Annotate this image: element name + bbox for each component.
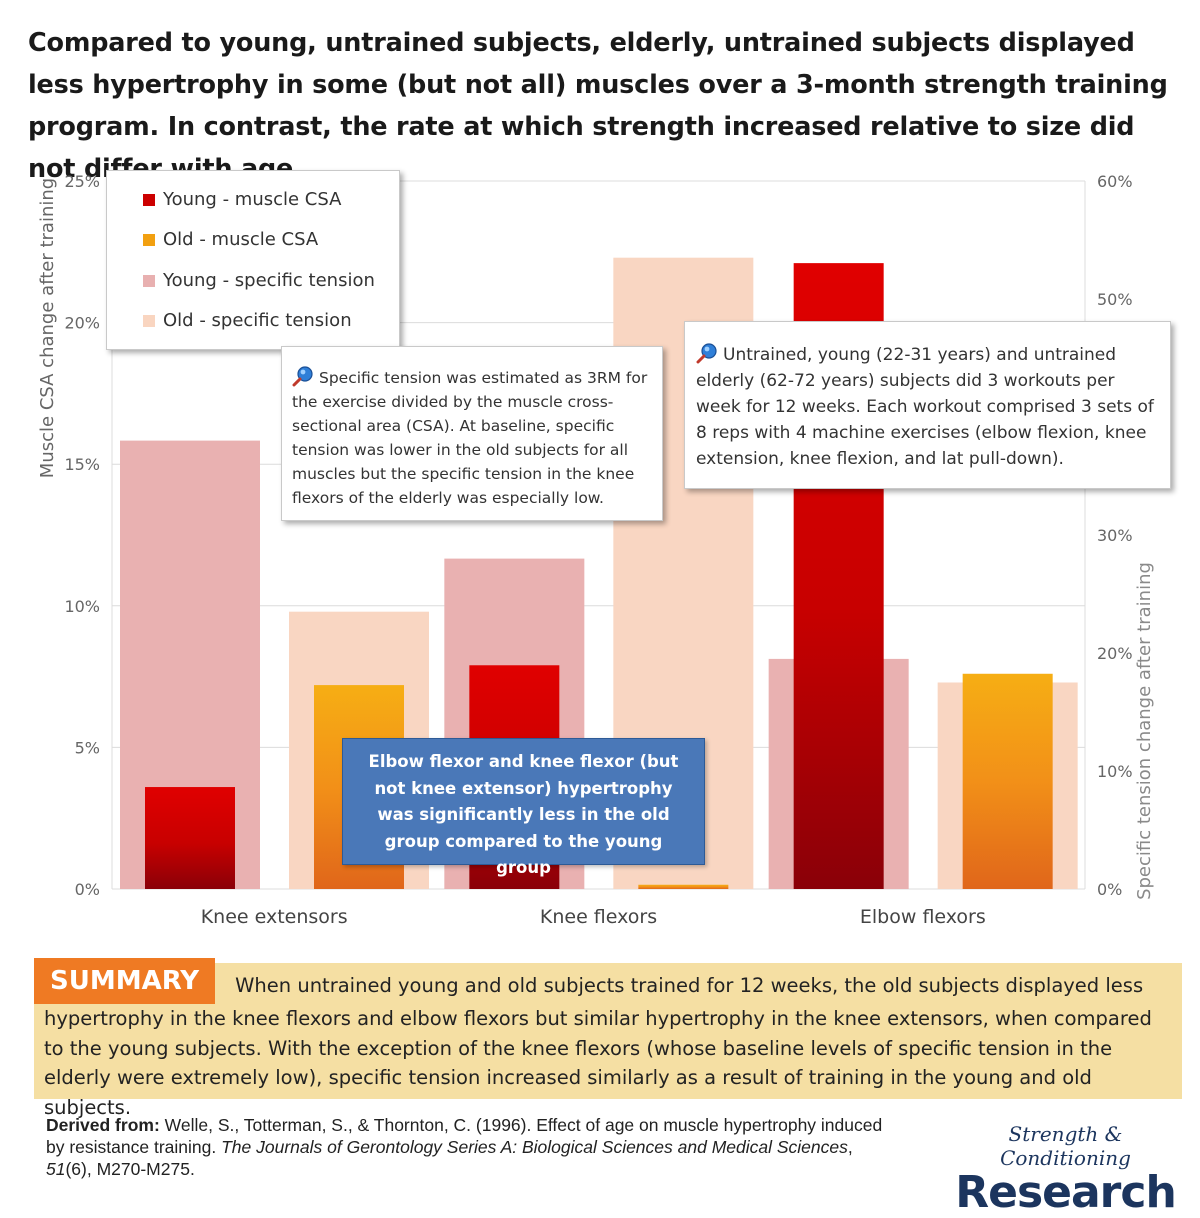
specific-tension-callout: Specific tension was estimated as 3RM fo… [281, 346, 663, 521]
logo-line1: Strength & Conditioning [1000, 1122, 1131, 1170]
legend-swatch [143, 193, 155, 206]
magnifier-icon [696, 343, 717, 364]
right-tick-label: 0% [1097, 880, 1122, 899]
summary-box: SUMMARY When untrained young and old subj… [34, 958, 1182, 1119]
legend-swatch [143, 233, 155, 246]
left-tick-label: 10% [64, 597, 100, 616]
citation-authors: Welle, S., Totterman, S., & Thornton, C.… [46, 1115, 883, 1157]
summary-text: When untrained young and old subjects tr… [44, 974, 1152, 1119]
legend-item-young-tension: Young - specific tension [143, 270, 375, 291]
axes: Knee extensors Knee flexors Elbow flexors 0… [37, 172, 1155, 928]
right-tick-label: 20% [1097, 644, 1133, 663]
hypertrophy-highlight-box: Elbow flexor and knee flexor (but not kn… [342, 738, 705, 877]
left-tick-label: 15% [64, 455, 100, 474]
left-tick-label: 20% [64, 314, 100, 333]
magnifier-icon [292, 366, 313, 387]
logo-line2: Research [955, 1167, 1177, 1218]
legend-label: Young - muscle CSA [163, 189, 342, 210]
methods-text: Untrained, young (22-31 years) and untra… [696, 345, 1154, 469]
bar-young-muscle-csa [145, 787, 235, 889]
methods-callout: Untrained, young (22-31 years) and untra… [684, 321, 1171, 489]
left-tick-label: 0% [75, 880, 100, 899]
left-axis-title: Muscle CSA change after training [37, 178, 58, 478]
legend-item-young-csa: Young - muscle CSA [143, 189, 341, 210]
x-tick-label: Knee flexors [540, 906, 657, 928]
legend-label: Old - muscle CSA [163, 229, 319, 250]
chart-legend: Young - muscle CSA Old - muscle CSA Youn… [106, 170, 400, 350]
headline: Compared to young, untrained subjects, e… [28, 28, 1168, 184]
bar-old-muscle-csa [638, 884, 729, 889]
legend-swatch [143, 314, 155, 327]
citation-issue-pages: (6), M270-M275. [65, 1159, 195, 1179]
citation-journal: The Journals of Gerontology Series A: Bi… [221, 1137, 848, 1157]
x-tick-label: Knee extensors [201, 906, 348, 928]
right-axis-title: Specific tension change after training [1134, 562, 1155, 900]
legend-label: Young - specific tension [163, 270, 375, 291]
legend-swatch [143, 274, 155, 287]
right-tick-label: 30% [1097, 526, 1133, 545]
x-tick-label: Elbow flexors [860, 906, 986, 928]
brand-logo: Strength & Conditioning Research [948, 1122, 1183, 1216]
citation-volume: 51 [46, 1159, 66, 1179]
specific-tension-text: Specific tension was estimated as 3RM fo… [292, 369, 648, 507]
left-tick-label: 5% [75, 738, 100, 757]
right-tick-label: 50% [1097, 290, 1133, 309]
bar-old-muscle-csa [962, 673, 1053, 889]
legend-item-old-tension: Old - specific tension [143, 310, 352, 331]
left-tick-label: 25% [64, 172, 100, 191]
right-tick-label: 60% [1097, 172, 1133, 191]
citation: Derived from: Welle, S., Totterman, S., … [46, 1115, 883, 1179]
legend-item-old-csa: Old - muscle CSA [143, 229, 318, 250]
right-tick-label: 10% [1097, 762, 1133, 781]
citation-label: Derived from: [46, 1115, 160, 1135]
legend-label: Old - specific tension [163, 310, 352, 331]
summary-tag: SUMMARY [34, 958, 216, 1004]
